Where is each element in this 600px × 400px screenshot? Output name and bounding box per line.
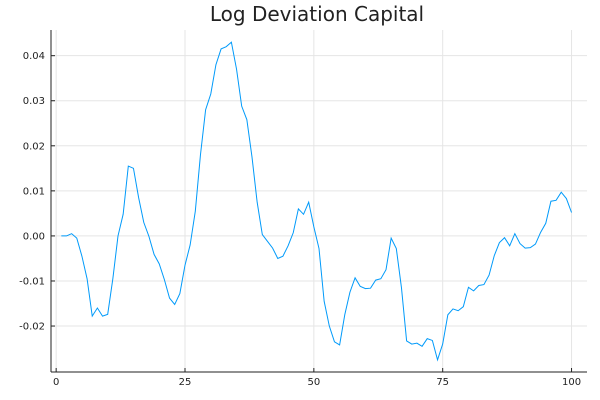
y-tick-label: -0.02	[19, 322, 45, 333]
axes	[50, 30, 587, 373]
grid	[51, 30, 587, 372]
y-tick-label: -0.01	[19, 276, 45, 287]
y-tick-label: 0.02	[23, 141, 45, 152]
series-layer	[61, 41, 573, 362]
tick-labels: 0 25 50 75 100 -0.02 -0.01 0.00 0.01 0.02 0.03 0.04	[19, 51, 581, 388]
x-tick-label: 0	[53, 377, 59, 388]
chart-title: Log Deviation Capital	[210, 2, 424, 26]
y-tick-label: 0.04	[23, 51, 45, 62]
y-tick-label: 0.00	[23, 231, 45, 242]
x-tick-label: 75	[436, 377, 449, 388]
x-tick-label: 100	[562, 377, 581, 388]
x-tick-label: 25	[179, 377, 192, 388]
series-line	[61, 41, 573, 362]
x-tick-label: 50	[307, 377, 320, 388]
y-tick-label: 0.03	[23, 96, 45, 107]
y-tick-label: 0.01	[23, 186, 45, 197]
